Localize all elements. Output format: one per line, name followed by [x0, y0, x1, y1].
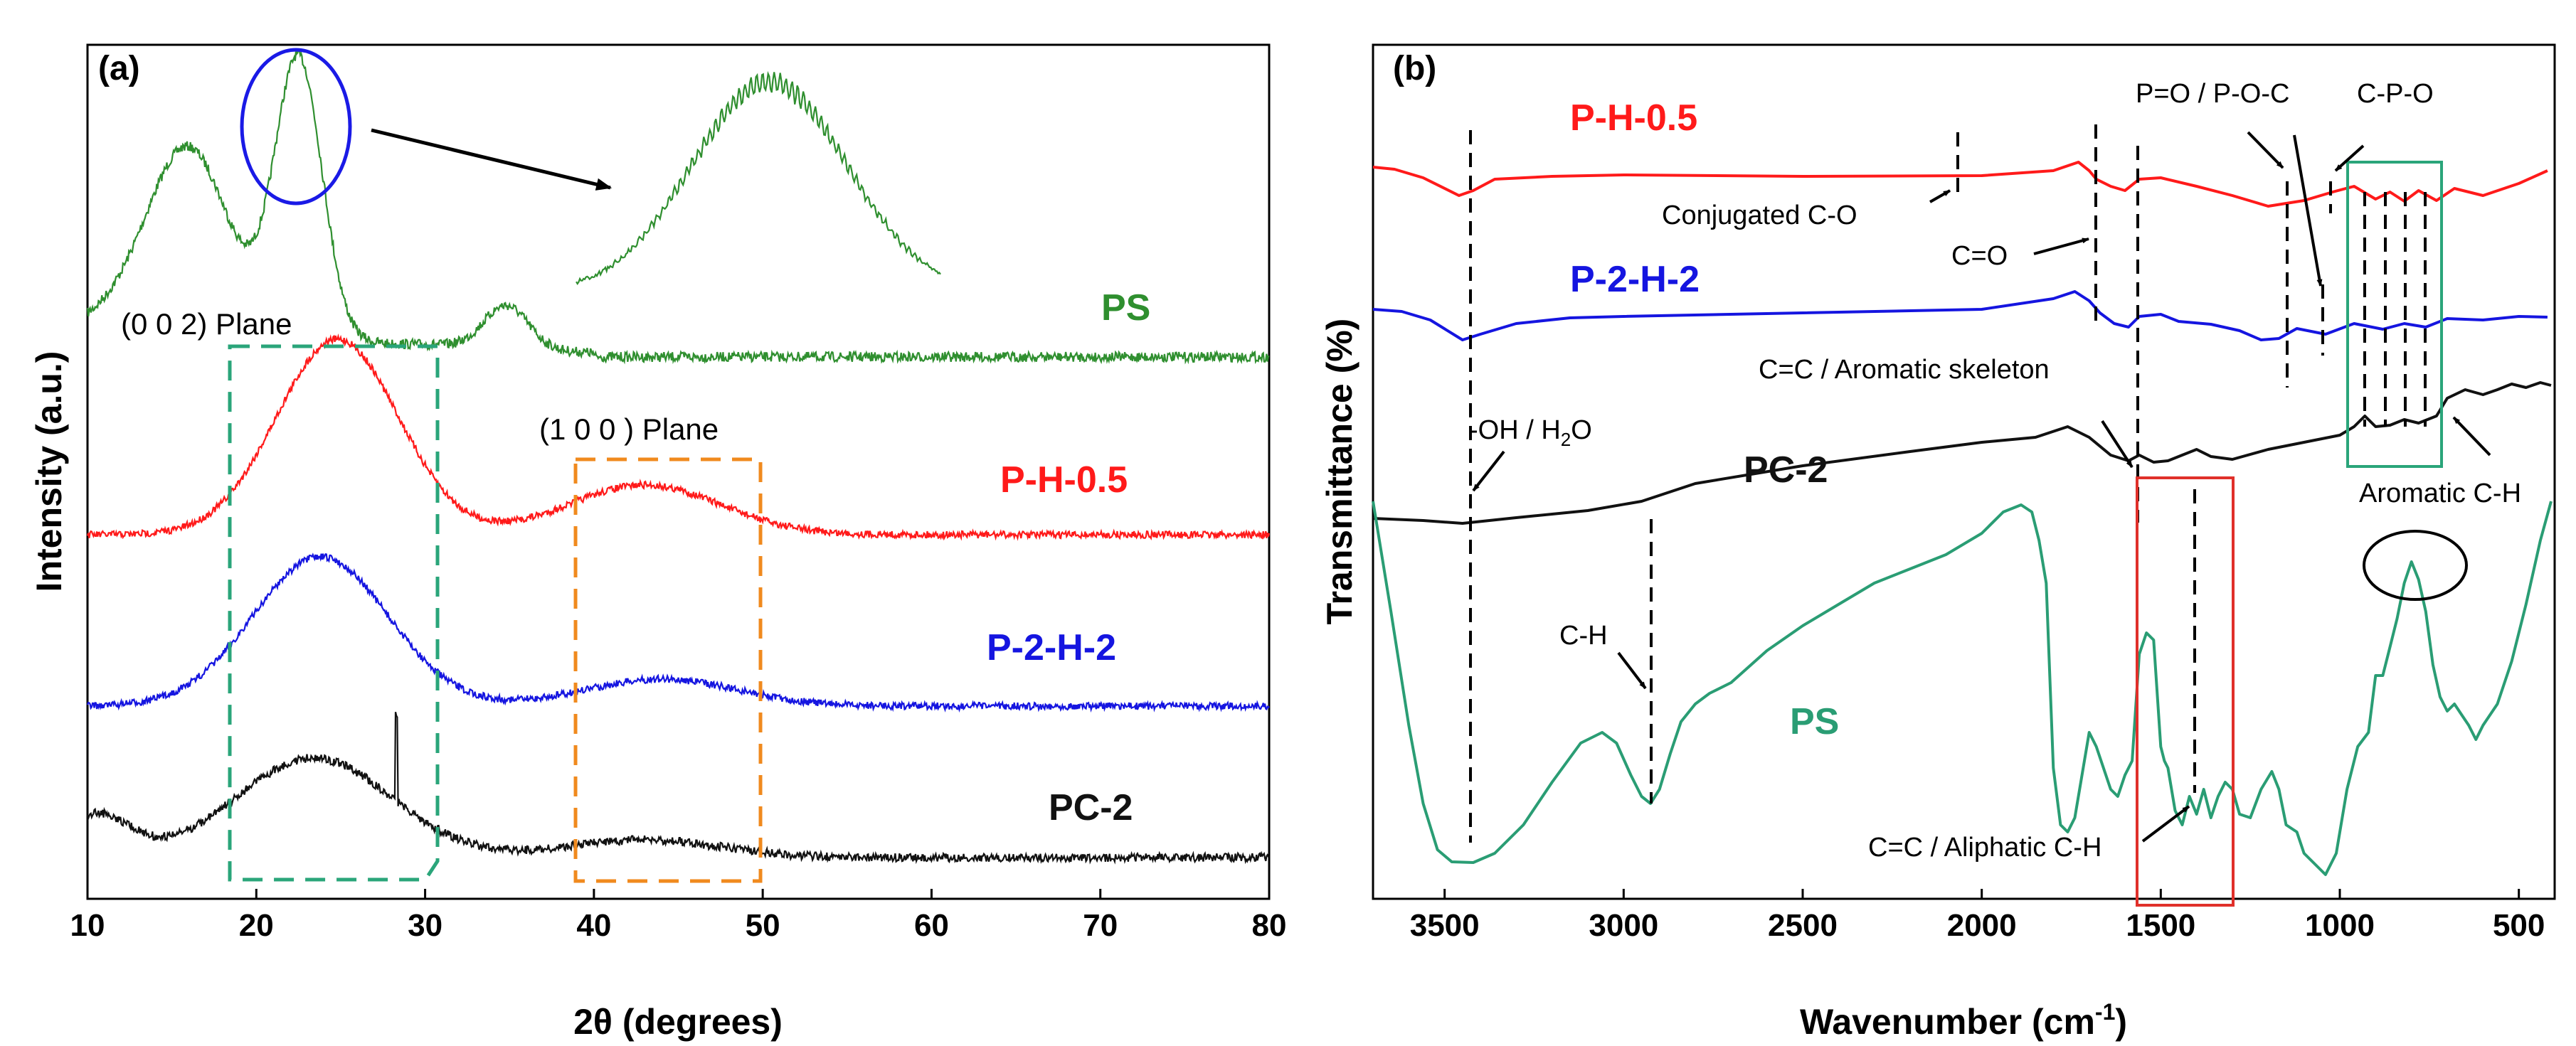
- xtick-label-a: 50: [746, 908, 780, 943]
- ann-po: P=O / P-O-C: [2136, 79, 2289, 109]
- aromatic-ch-ellipse: [2363, 530, 2468, 601]
- plane-002-box: [228, 344, 440, 882]
- panel-b-xticks: 3500 3000 2500 2000 1500 1000 500: [1410, 889, 2545, 943]
- series-label-ph: P-H-0.5: [1000, 459, 1128, 501]
- xtick-label-b: 1500: [2126, 908, 2195, 943]
- xtick-label-b: 1000: [2305, 908, 2375, 943]
- ann-co: C=O: [1951, 241, 2008, 271]
- xtick-label-b: 3000: [1589, 908, 1658, 943]
- series-line-ps: [86, 48, 1270, 365]
- panel-a-xlabel: 2θ (degrees): [573, 1002, 783, 1042]
- panel-b-curves: [1372, 161, 2553, 876]
- panel-b: (b) P-H-0.5 P-2-H-2 PC-2 PS Conjugated C…: [1320, 43, 2556, 1042]
- ir-line-ps: [1372, 501, 2553, 876]
- ir-line-p2: [1372, 290, 2548, 341]
- panel-a-ylabel: Intensity (a.u.): [29, 351, 69, 592]
- ir-line-pc: [1372, 381, 2552, 525]
- panel-a-tag: (a): [98, 50, 140, 87]
- xtick-label-a: 40: [576, 908, 611, 943]
- zoom-arrow: [371, 128, 613, 191]
- xtick-label-b: 3500: [1410, 908, 1480, 943]
- panel-a-frame: [86, 43, 1271, 900]
- arrow-oh: [1472, 450, 1505, 492]
- series-line-p-h-0.5: [86, 333, 1271, 541]
- xtick-label-a: 20: [239, 908, 274, 943]
- ann-conjugated-co: Conjugated C-O: [1662, 201, 1857, 230]
- panel-b-tag: (b): [1393, 50, 1436, 87]
- panel-b-guides: [1469, 124, 2427, 843]
- arrow-po-2: [2293, 134, 2323, 287]
- plane-002-label: (0 0 2) Plane: [121, 307, 292, 341]
- panel-a-curves: [86, 48, 1271, 865]
- arrow-aliph: [2141, 805, 2190, 843]
- ann-cpo: C-P-O: [2357, 79, 2434, 109]
- panel-a: (a) (0 0 2) Plane (1 0 0 ) Plane PS P-H-…: [29, 43, 1287, 1042]
- xtick-label-a: 60: [914, 908, 949, 943]
- xtick-label-a: 10: [70, 908, 105, 943]
- panel-b-xlabel: Wavenumber (cm-1): [1800, 999, 2127, 1042]
- arrow-ch: [1617, 651, 1647, 690]
- arrow-arom-ch: [2452, 416, 2491, 457]
- panel-a-xticks: 10 20 30 40 50 60 70 80: [70, 889, 1287, 943]
- series-label-b-ps: PS: [1790, 701, 1839, 742]
- arrow-conj: [1929, 189, 1951, 203]
- arrow-cpo: [2334, 144, 2365, 172]
- xtick-label-b: 500: [2493, 908, 2545, 943]
- series-line-p-2-h-2: [86, 553, 1270, 713]
- plane-100-label: (1 0 0 ) Plane: [539, 412, 719, 446]
- aliphatic-box: [2136, 476, 2235, 907]
- ann-oh-h2o: -OH / H2O: [1469, 415, 1592, 450]
- series-label-ps: PS: [1101, 287, 1150, 329]
- arrow-arom-sk: [2101, 420, 2134, 469]
- panel-b-arrows: [1472, 131, 2491, 843]
- series-label-b-pc: PC-2: [1744, 449, 1828, 491]
- panel-b-frame: [1372, 43, 2556, 900]
- series-label-b-p2: P-2-H-2: [1570, 259, 1700, 300]
- ann-aromatic-skeleton: C=C / Aromatic skeleton: [1759, 355, 2050, 385]
- xtick-label-b: 2500: [1768, 908, 1838, 943]
- aromatic-ch-box: [2346, 161, 2443, 468]
- xtick-label-b: 2000: [1947, 908, 2017, 943]
- panel-b-ylabel: Transmittance (%): [1320, 319, 1359, 625]
- inset-zoom-curve: [576, 70, 941, 286]
- ann-aliphatic: C=C / Aliphatic C-H: [1868, 833, 2101, 863]
- series-label-b-ph: P-H-0.5: [1570, 97, 1697, 139]
- plane-100-box: [573, 457, 763, 883]
- series-label-pc: PC-2: [1049, 787, 1133, 828]
- series-label-p2: P-2-H-2: [987, 627, 1116, 668]
- ann-aromatic-ch: Aromatic C-H: [2359, 479, 2521, 508]
- ir-line-ph: [1372, 161, 2548, 208]
- ann-ch: C-H: [1559, 621, 1608, 651]
- series-line-pc-2: [86, 711, 1270, 865]
- xtick-label-a: 70: [1083, 908, 1118, 943]
- zoom-circle: [240, 48, 352, 206]
- arrow-co: [2033, 238, 2089, 255]
- xtick-label-a: 30: [408, 908, 442, 943]
- arrow-po-1: [2247, 131, 2284, 169]
- xtick-label-a: 80: [1252, 908, 1287, 943]
